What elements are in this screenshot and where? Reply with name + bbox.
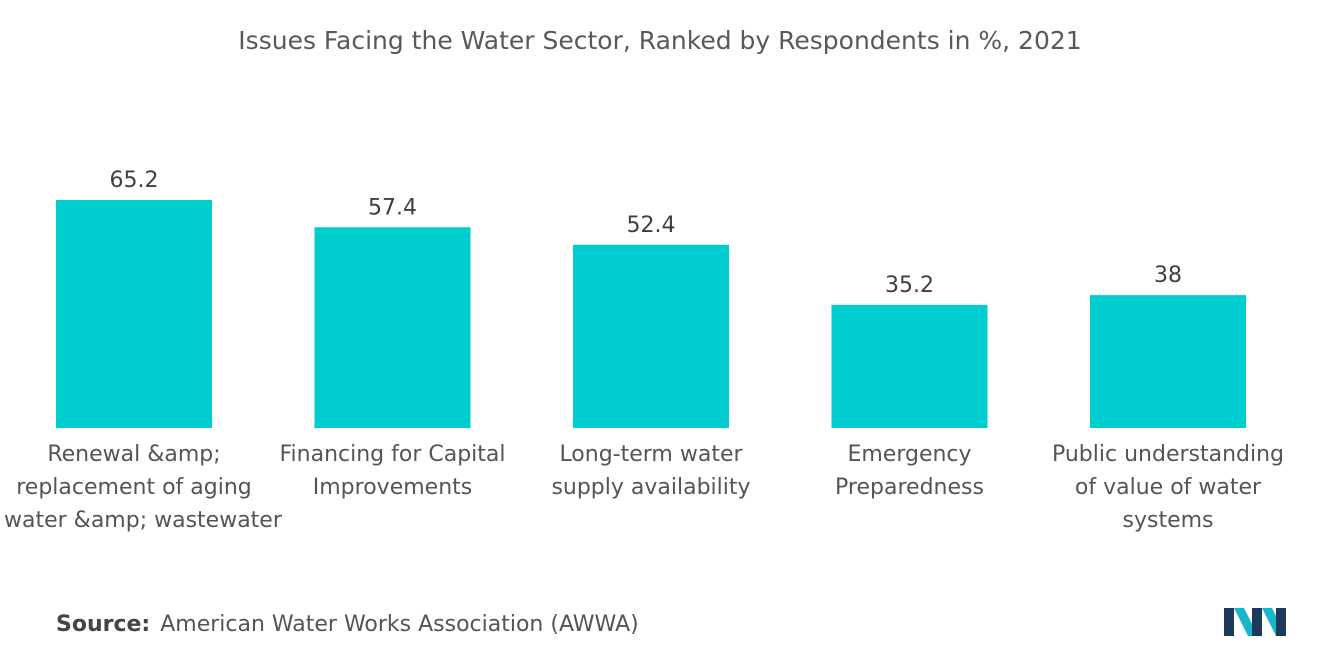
data-label: 35.2 bbox=[885, 273, 934, 298]
bar bbox=[56, 200, 212, 428]
bar bbox=[1090, 295, 1246, 428]
data-label: 65.2 bbox=[110, 168, 159, 193]
source-text: American Water Works Association (AWWA) bbox=[160, 612, 639, 637]
category-label: Emergency Preparedness bbox=[780, 438, 1040, 504]
category-label-line: Financing for Capital bbox=[279, 442, 506, 467]
bar bbox=[314, 227, 471, 428]
bar bbox=[831, 304, 988, 428]
category-label-line: Preparedness bbox=[835, 475, 984, 500]
data-label: 57.4 bbox=[368, 195, 417, 220]
category-label: Long-term water supply availability bbox=[521, 438, 781, 504]
category-label-line: replacement of aging bbox=[16, 475, 252, 500]
bar bbox=[573, 244, 729, 428]
source-prefix: Source: bbox=[56, 612, 151, 637]
category-label-line: water &amp; wastewater bbox=[4, 508, 282, 533]
chart-title: Issues Facing the Water Sector, Ranked b… bbox=[238, 26, 1082, 55]
category-label-line: supply availability bbox=[551, 475, 751, 500]
category-label: Public understanding of value of water sys… bbox=[1038, 438, 1298, 537]
category-label-line: of value of water bbox=[1074, 475, 1262, 500]
category-label-line: Long-term water bbox=[559, 442, 743, 467]
category-label-line: Improvements bbox=[312, 475, 473, 500]
data-label: 52.4 bbox=[627, 213, 676, 238]
category-label: Renewal &amp; replacement of aging water &… bbox=[4, 438, 282, 537]
data-label: 38 bbox=[1154, 263, 1182, 288]
category-label-line: systems bbox=[1122, 508, 1214, 533]
category-label-line: Emergency bbox=[847, 442, 972, 467]
mordor-intelligence-logo-icon bbox=[1224, 608, 1286, 636]
category-label-line: Public understanding bbox=[1051, 442, 1285, 467]
category-label-line: Renewal &amp; bbox=[47, 442, 221, 467]
source-note: Source: American Water Works Association … bbox=[56, 612, 639, 637]
category-label: Financing for Capital Improvements bbox=[263, 438, 523, 504]
